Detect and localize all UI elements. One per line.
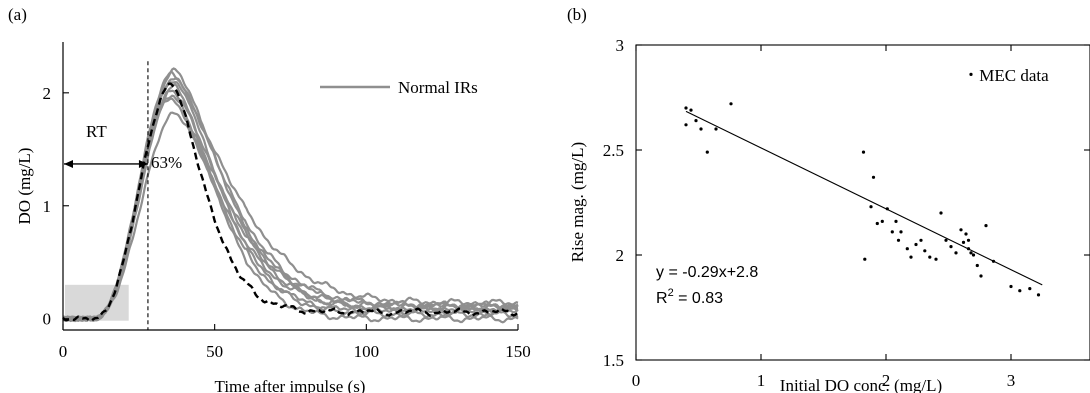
data-point	[1018, 289, 1022, 293]
panel-b-label: (b)	[567, 5, 587, 24]
panel-b-x-ticks: 0 1 2 3	[632, 45, 1016, 390]
data-point	[934, 257, 938, 261]
data-point	[861, 150, 866, 154]
data-point	[684, 123, 688, 127]
data-point	[949, 245, 953, 249]
data-point	[905, 247, 909, 251]
rt-label: RT	[86, 122, 107, 141]
data-point	[684, 106, 688, 110]
data-point	[969, 72, 973, 76]
data-point	[1036, 293, 1041, 297]
data-point	[880, 219, 884, 223]
panel-b-y-label: Rise mag. (mg/L)	[568, 142, 587, 262]
panel-b-x-label: Initial DO conc. (mg/L)	[780, 376, 942, 393]
panel-b-x-tick-label: 2	[882, 371, 891, 390]
data-point	[923, 249, 927, 253]
data-point	[705, 150, 709, 154]
data-point	[959, 228, 963, 232]
panel-b-y-tick-label: 1.5	[603, 351, 624, 370]
ir-line-dashed	[62, 82, 519, 323]
data-point	[961, 240, 966, 244]
panel-a-x-tick-label: 0	[59, 342, 68, 361]
panel-a-legend-label: Normal IRs	[398, 78, 478, 97]
data-point	[896, 238, 901, 242]
data-point	[894, 219, 898, 223]
data-point	[975, 263, 979, 268]
ir-line-8	[62, 97, 519, 322]
pct-label: 63%	[151, 153, 182, 172]
panel-a-x-tick-label: 50	[206, 342, 223, 361]
data-point	[914, 242, 918, 247]
panel-a-x-tick-label: 150	[505, 342, 531, 361]
ir-line-5	[62, 82, 519, 324]
data-point	[689, 108, 693, 112]
fit-r2: R2 = 0.83	[656, 287, 723, 307]
fit-line	[685, 110, 1043, 286]
data-point	[966, 238, 971, 242]
fit-r2-value: = 0.83	[674, 290, 723, 307]
data-point	[729, 102, 733, 106]
data-point	[979, 274, 983, 278]
data-point	[890, 230, 894, 234]
panel-b-frame	[635, 44, 1090, 361]
panel-b-y-tick-label: 3	[616, 36, 625, 55]
panel-b-x-tick-label: 1	[757, 371, 766, 390]
data-point	[944, 238, 948, 242]
panel-a-y-tick-label: 0	[43, 310, 52, 329]
data-point	[899, 230, 903, 234]
data-point	[909, 255, 913, 259]
panel-a-y-label: DO (mg/L)	[15, 148, 34, 225]
panel-a-x-tick-label: 100	[354, 342, 380, 361]
data-point	[871, 175, 876, 179]
data-point	[954, 251, 958, 255]
panel-b-points	[684, 72, 1041, 297]
data-point	[964, 232, 968, 236]
data-point	[1028, 287, 1032, 291]
panel-a-x-ticks: 0 50 100 150	[59, 324, 531, 361]
panel-b-y-tick-label: 2.5	[603, 141, 624, 160]
panel-b-y-tick-label: 2	[616, 246, 625, 265]
panel-a-x-label: Time after impulse (s)	[215, 377, 366, 393]
panel-b-fit	[685, 110, 1043, 286]
panel-b-x-tick-label: 0	[632, 371, 641, 390]
fit-equation: y = -0.29x+2.8	[656, 264, 758, 281]
fit-r2-sup: 2	[668, 287, 674, 299]
data-point	[984, 224, 988, 228]
ir-line-6	[62, 89, 519, 323]
rt-arrowhead-right	[138, 159, 148, 168]
panel-b-y-ticks: 1.5 2 2.5 3	[603, 36, 1090, 370]
data-point	[699, 127, 703, 131]
data-point	[694, 119, 698, 123]
data-point	[875, 221, 879, 226]
panel-b-x-tick-label: 3	[1007, 371, 1016, 390]
data-point	[969, 251, 973, 255]
data-point	[1009, 284, 1013, 289]
data-point	[971, 253, 976, 257]
data-point	[714, 127, 718, 131]
ir-line-9	[62, 111, 518, 323]
data-point	[939, 211, 943, 215]
fit-r2-main: R	[656, 290, 668, 307]
panel-a-label: (a)	[8, 5, 27, 24]
panel-a-y-tick-label: 1	[43, 197, 52, 216]
rt-arrowhead-left	[64, 159, 73, 168]
panel-a: (a) 0 50 100 150 0 1 2 Time after impulse (s)…	[8, 5, 531, 393]
panel-a-y-tick-label: 2	[43, 84, 52, 103]
data-point	[919, 238, 923, 242]
ir-line-7	[62, 94, 519, 322]
panel-b-legend-label: MEC data	[979, 66, 1049, 85]
ir-line-4	[62, 80, 519, 322]
data-point	[863, 257, 867, 261]
panel-a-y-ticks: 0 1 2	[43, 84, 69, 329]
panel-b: (b) 0 1 2 3 1.5 2 2.5 3 Initial DO conc. (mg/L…	[567, 5, 1090, 393]
data-point	[928, 255, 932, 259]
data-point	[869, 205, 873, 209]
